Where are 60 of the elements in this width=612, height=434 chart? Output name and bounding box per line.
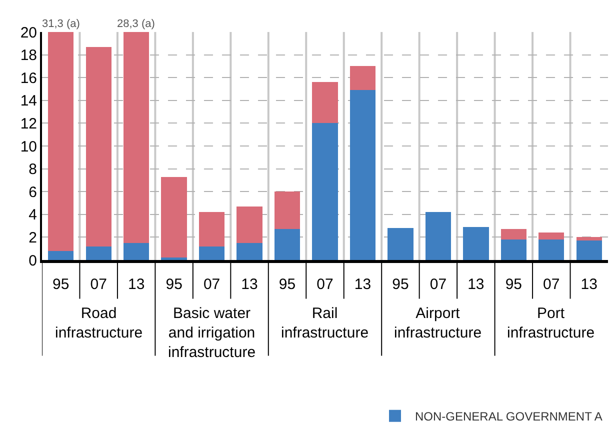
text: Port infrastructure (507, 305, 595, 342)
text: Airport infrastructure (394, 305, 482, 342)
bar (124, 242, 150, 260)
y-tick-label: 20 (20, 24, 37, 42)
bar (161, 176, 187, 258)
y-tick-label: 12 (20, 115, 37, 132)
bar (350, 66, 376, 90)
y-tick-label: 14 (20, 92, 37, 110)
x-tick-label: 13 (580, 276, 598, 293)
y-tick-label: 10 (20, 138, 37, 156)
bar (388, 228, 414, 260)
bar (236, 206, 262, 243)
y-tick-label: 8 (28, 161, 37, 178)
y-tick-label: 0 (28, 252, 37, 270)
bar (86, 46, 112, 246)
bar (198, 246, 225, 260)
y-tick-label: 18 (20, 47, 37, 64)
x-tick-label: 07 (90, 276, 107, 293)
bar (198, 212, 225, 246)
bar (425, 212, 452, 260)
x-tick-label: 07 (203, 276, 220, 293)
bar (312, 123, 338, 260)
bar (48, 32, 74, 251)
x-tick-label: 95 (166, 276, 182, 293)
x-tick-label: 95 (278, 276, 296, 293)
x-tick-label: 13 (354, 276, 372, 293)
text: Rail infrastructure (281, 305, 369, 342)
y-tick-label: 2 (28, 229, 37, 246)
bar (274, 229, 300, 260)
x-tick-label: 07 (316, 276, 334, 293)
annotation: 28,3 (a) (117, 18, 155, 30)
y-tick-label: 16 (20, 70, 37, 87)
bar (576, 240, 602, 260)
bar (576, 237, 602, 241)
x-tick-label: 13 (241, 276, 258, 293)
x-tick-label: 07 (543, 276, 560, 293)
text: Basic water and irrigation infrastructure (168, 305, 256, 361)
text: Road infrastructure (55, 305, 143, 342)
x-tick-label: 13 (468, 276, 484, 293)
x-tick-label: 95 (392, 276, 409, 293)
y-tick-label: 4 (28, 206, 37, 224)
bar (500, 229, 526, 240)
legend-label: NON-GENERAL GOVERNMENT A (415, 410, 602, 424)
bar (538, 232, 564, 240)
bar (500, 239, 526, 260)
bar (538, 239, 564, 260)
bar (86, 246, 112, 260)
bar (350, 90, 376, 260)
x-tick-label: 95 (505, 276, 522, 293)
bar (312, 82, 338, 124)
x-tick-label: 95 (52, 276, 70, 293)
x-tick-label: 07 (430, 276, 447, 293)
annotation: 31,3 (a) (42, 18, 80, 30)
y-tick-label: 6 (28, 184, 37, 201)
bar (236, 242, 262, 260)
bar (274, 192, 300, 230)
bar (463, 226, 489, 260)
bar (48, 250, 74, 260)
bar (124, 32, 150, 243)
x-tick-label: 13 (128, 276, 145, 293)
